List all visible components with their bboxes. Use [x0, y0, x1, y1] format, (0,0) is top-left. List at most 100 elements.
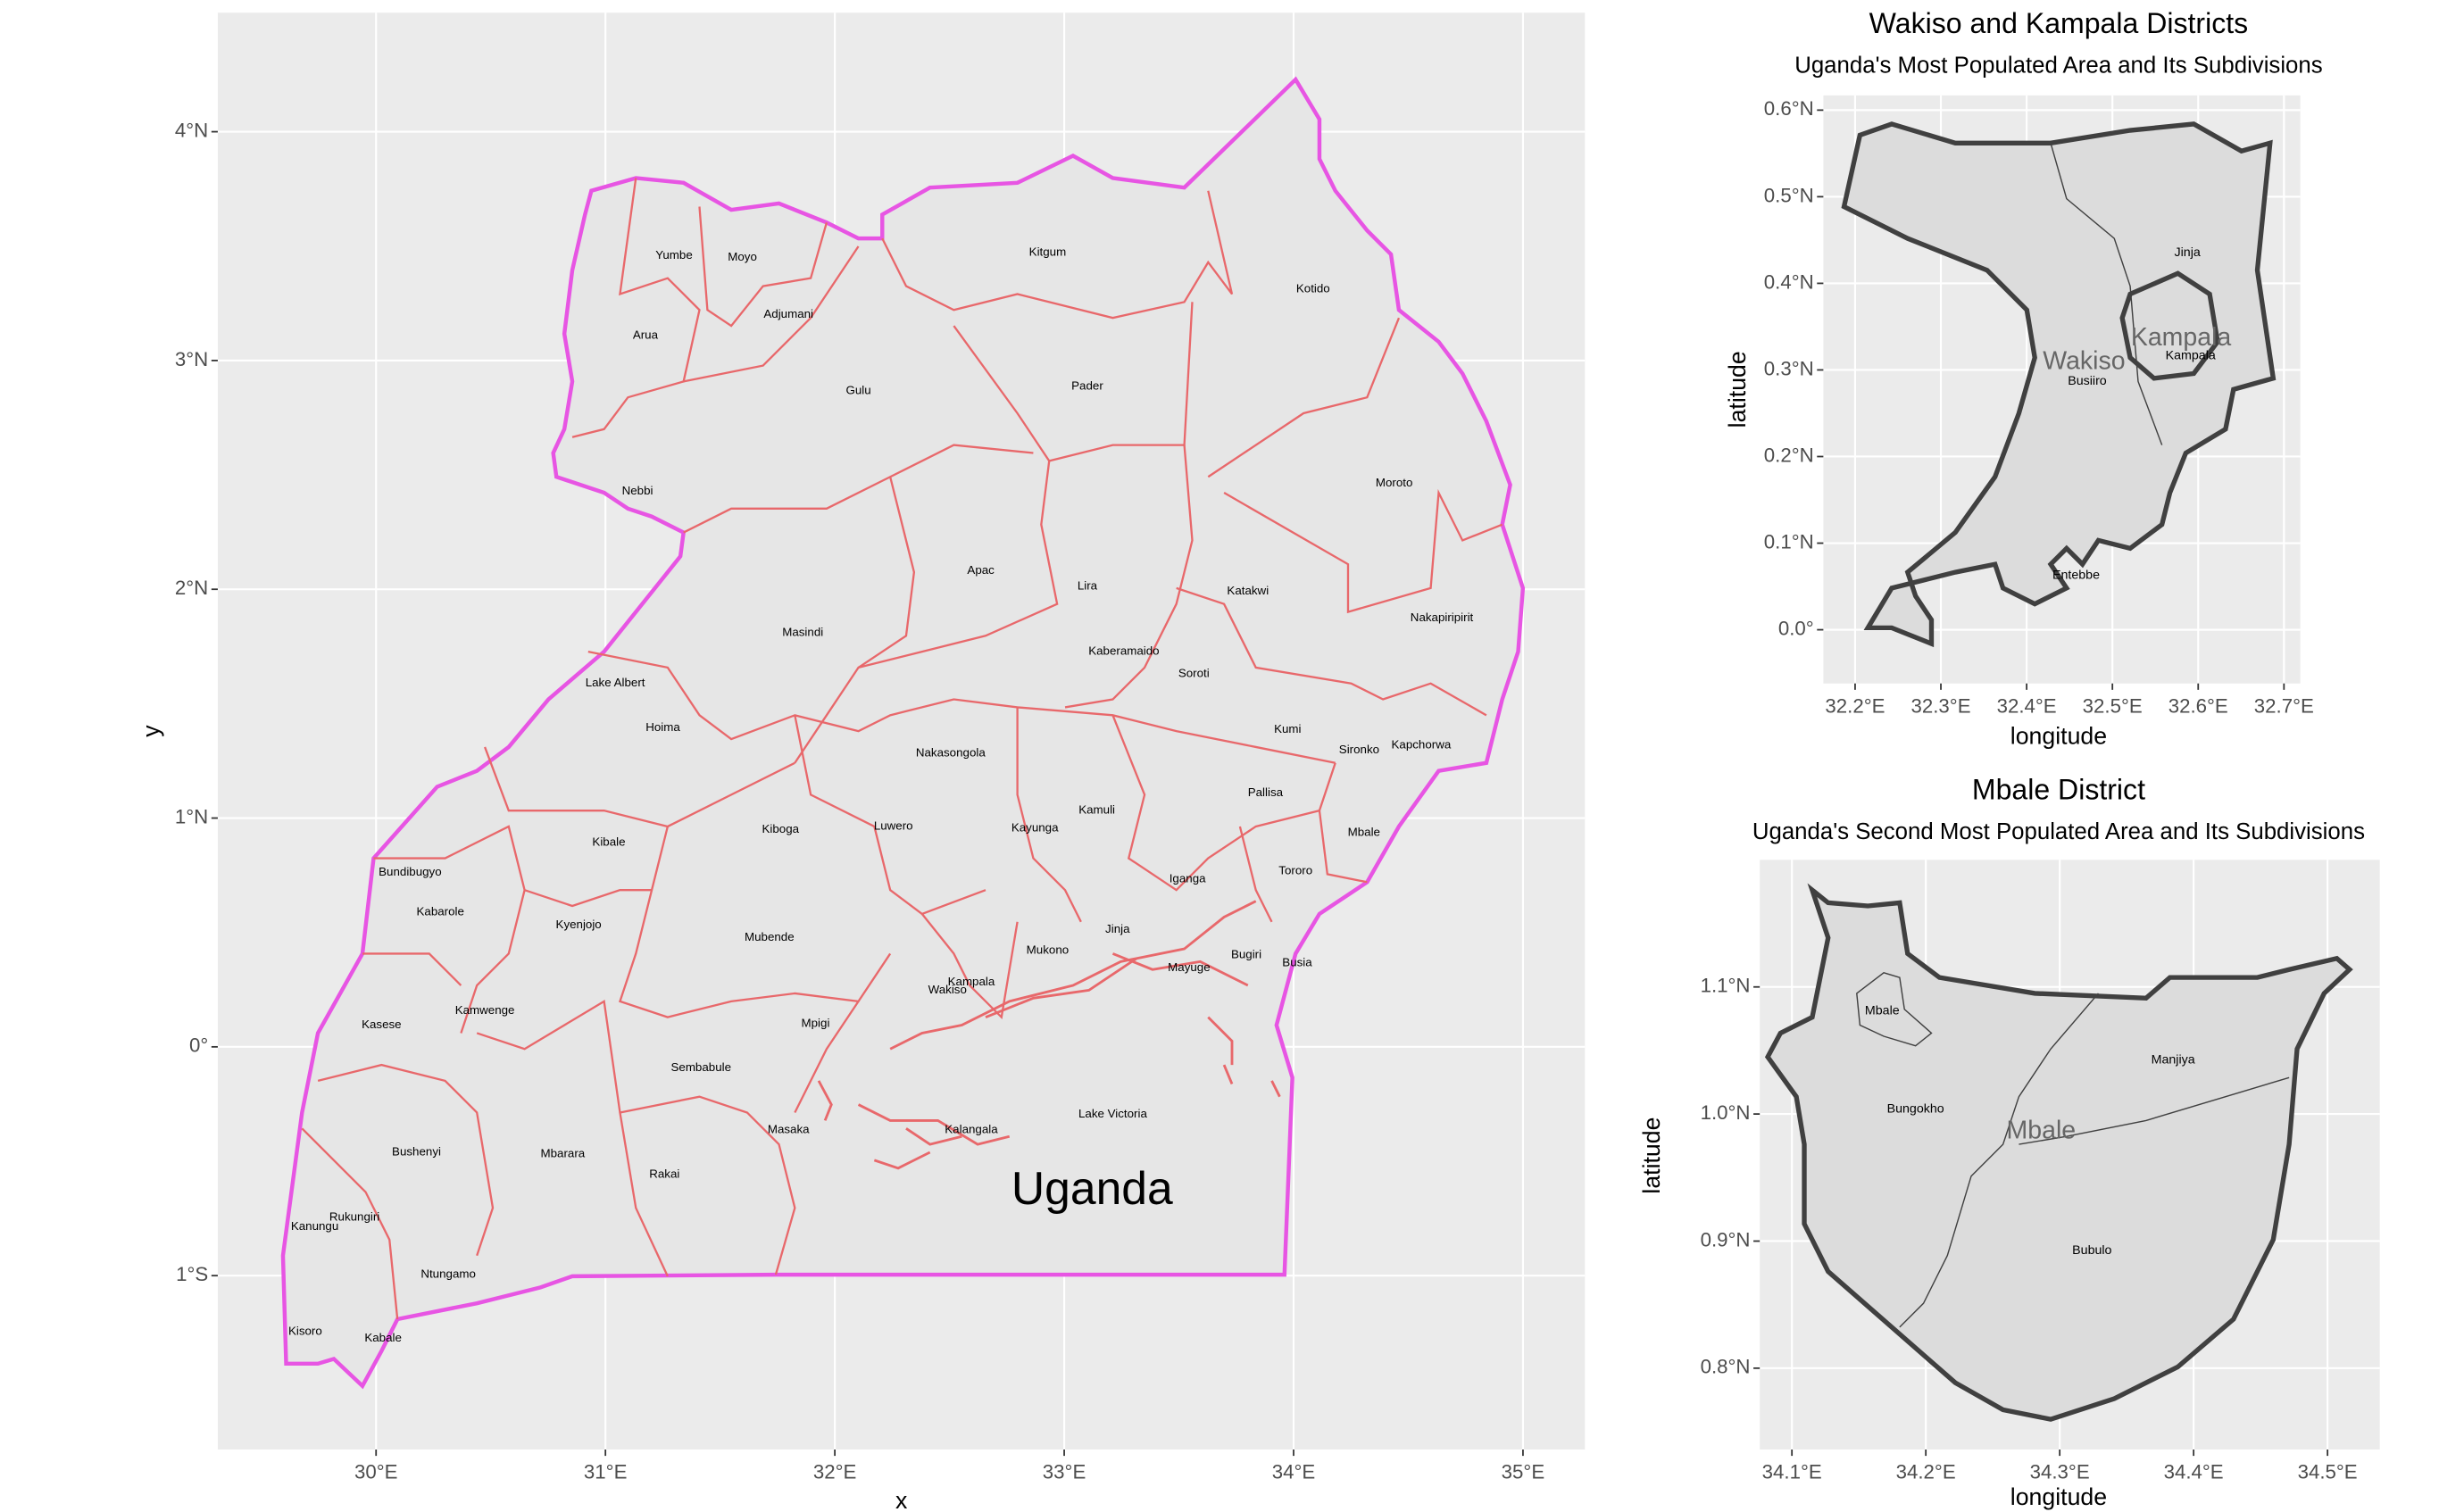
district-label: Yumbe: [655, 248, 693, 262]
y-tick-label: 1°N: [175, 805, 208, 827]
y-tick-label: 1.0°N: [1701, 1101, 1751, 1124]
district-label: Kibale: [592, 835, 625, 848]
y-tick-label: 0.4°N: [1764, 270, 1814, 293]
district-label: Kasese: [362, 1018, 402, 1031]
district-shape: [1841, 121, 2277, 648]
x-tick-label: 33°E: [1043, 1461, 1086, 1483]
district-label: Wakiso: [2043, 347, 2125, 376]
district-label: Busia: [1282, 956, 1312, 969]
y-tick-label: 0.8°N: [1701, 1356, 1751, 1378]
district-borders: [301, 178, 1503, 1320]
x-tick-label: 34.1°E: [1762, 1461, 1822, 1483]
district-label: Mpigi: [802, 1016, 830, 1029]
subdivision-border: [2050, 143, 2163, 445]
x-tick-label: 34.3°E: [2030, 1461, 2090, 1483]
x-axis-label: longitude: [2010, 722, 2107, 749]
district-label: Kapchorwa: [1392, 738, 1452, 752]
subdivision-shape: [1856, 972, 1933, 1047]
district-shape: [2119, 270, 2220, 381]
district-label: Kabarole: [417, 905, 464, 918]
mbale-map: [1764, 883, 2353, 1422]
x-tick-label: 32.6°E: [2168, 694, 2228, 717]
y-tick-label: 0.6°N: [1764, 97, 1814, 120]
district-label: Kotido: [1296, 282, 1330, 295]
country-label: Uganda: [1011, 1162, 1173, 1214]
district-label: Sironko: [1339, 743, 1379, 756]
y-axis-label: latitude: [1638, 1117, 1665, 1194]
x-tick-label: 34.5°E: [2298, 1461, 2358, 1483]
district-label: Moyo: [728, 250, 757, 263]
district-label: Kamwenge: [455, 1003, 515, 1017]
x-tick-label: 32°E: [813, 1461, 857, 1483]
y-tick-label: 2°N: [175, 577, 208, 599]
y-tick-label: 0.5°N: [1764, 184, 1814, 206]
y-tick-label: 1.1°N: [1701, 975, 1751, 997]
district-label: Bugiri: [1231, 948, 1261, 961]
subdivision-label: Manjiya: [2152, 1052, 2195, 1067]
subdivision-border: [2019, 1076, 2290, 1145]
district-label: Adjumani: [763, 307, 813, 320]
district-label: Katakwi: [1227, 584, 1269, 597]
y-tick-label: 0°: [189, 1034, 208, 1057]
x-tick-label: 35°E: [1502, 1461, 1545, 1483]
district-label: Lake Albert: [586, 676, 645, 689]
y-tick-label: 0.9°N: [1701, 1228, 1751, 1250]
x-tick-label: 32.4°E: [1997, 694, 2057, 717]
district-label: Kiboga: [762, 822, 800, 835]
x-tick-label: 30°E: [354, 1461, 398, 1483]
district-label: Apac: [967, 563, 995, 577]
district-label: Luwero: [874, 819, 913, 833]
district-label: Bushenyi: [392, 1145, 441, 1159]
uganda-map: [280, 76, 1526, 1390]
district-label: Wakiso: [928, 983, 967, 996]
district-label: Bundibugyo: [379, 865, 442, 878]
district-label: Hoima: [645, 720, 680, 734]
y-tick-label: 1°S: [176, 1263, 208, 1285]
subdivision-label: Bungokho: [1887, 1102, 1944, 1117]
y-tick-label: 4°N: [175, 119, 208, 141]
inset-title: Wakiso and Kampala Districts: [1869, 7, 2248, 39]
district-label: Lake Victoria: [1078, 1107, 1147, 1120]
x-tick-label: 31°E: [584, 1461, 628, 1483]
y-axis-label: y: [137, 725, 164, 737]
district-label: Mbale: [2007, 1116, 2077, 1144]
district-label: Pader: [1071, 378, 1103, 392]
district-label: Nebbi: [622, 484, 653, 497]
district-label: Pallisa: [1248, 785, 1284, 799]
inset-subtitle: Uganda's Second Most Populated Area and …: [1752, 819, 2365, 844]
lake-islands: [817, 900, 1281, 1170]
subdivision-border: [1899, 993, 2099, 1328]
district-label: Iganga: [1170, 871, 1206, 885]
district-label: Tororo: [1278, 863, 1312, 876]
district-label: Moroto: [1376, 476, 1413, 489]
subdivision-label: Mbale: [1865, 1003, 1900, 1018]
x-tick-label: 32.7°E: [2254, 694, 2314, 717]
district-label: Mayuge: [1168, 960, 1210, 974]
district-label: Kayunga: [1011, 820, 1059, 834]
district-label: Kyenjojo: [556, 918, 602, 931]
x-tick-label: 34°E: [1272, 1461, 1316, 1483]
subdivision-label: Bubulo: [2072, 1243, 2111, 1258]
district-label: Kampala: [948, 975, 995, 988]
district-label: Kaberamaido: [1088, 644, 1159, 658]
district-label: Gulu: [845, 384, 870, 397]
district-label: Kampala: [2131, 323, 2232, 352]
district-label: Kamuli: [1078, 803, 1115, 817]
subdivision-label: Busiiro: [2068, 374, 2107, 388]
district-label: Arua: [633, 328, 659, 341]
country-shape: [280, 76, 1526, 1390]
district-label: Rukungiri: [329, 1210, 379, 1224]
y-tick-label: 0.1°N: [1764, 530, 1814, 552]
inset-subtitle: Uganda's Most Populated Area and Its Sub…: [1794, 54, 2322, 79]
x-axis-label: x: [895, 1487, 908, 1512]
district-label: Mubende: [745, 930, 795, 943]
x-tick-label: 34.4°E: [2164, 1461, 2224, 1483]
district-label: Ntungamo: [420, 1267, 476, 1281]
y-tick-label: 3°N: [175, 348, 208, 370]
district-label: Lira: [1078, 579, 1098, 593]
x-axis-label: longitude: [2010, 1483, 2107, 1510]
district-label: Mbale: [1348, 826, 1380, 839]
district-label: Rakai: [649, 1167, 679, 1180]
